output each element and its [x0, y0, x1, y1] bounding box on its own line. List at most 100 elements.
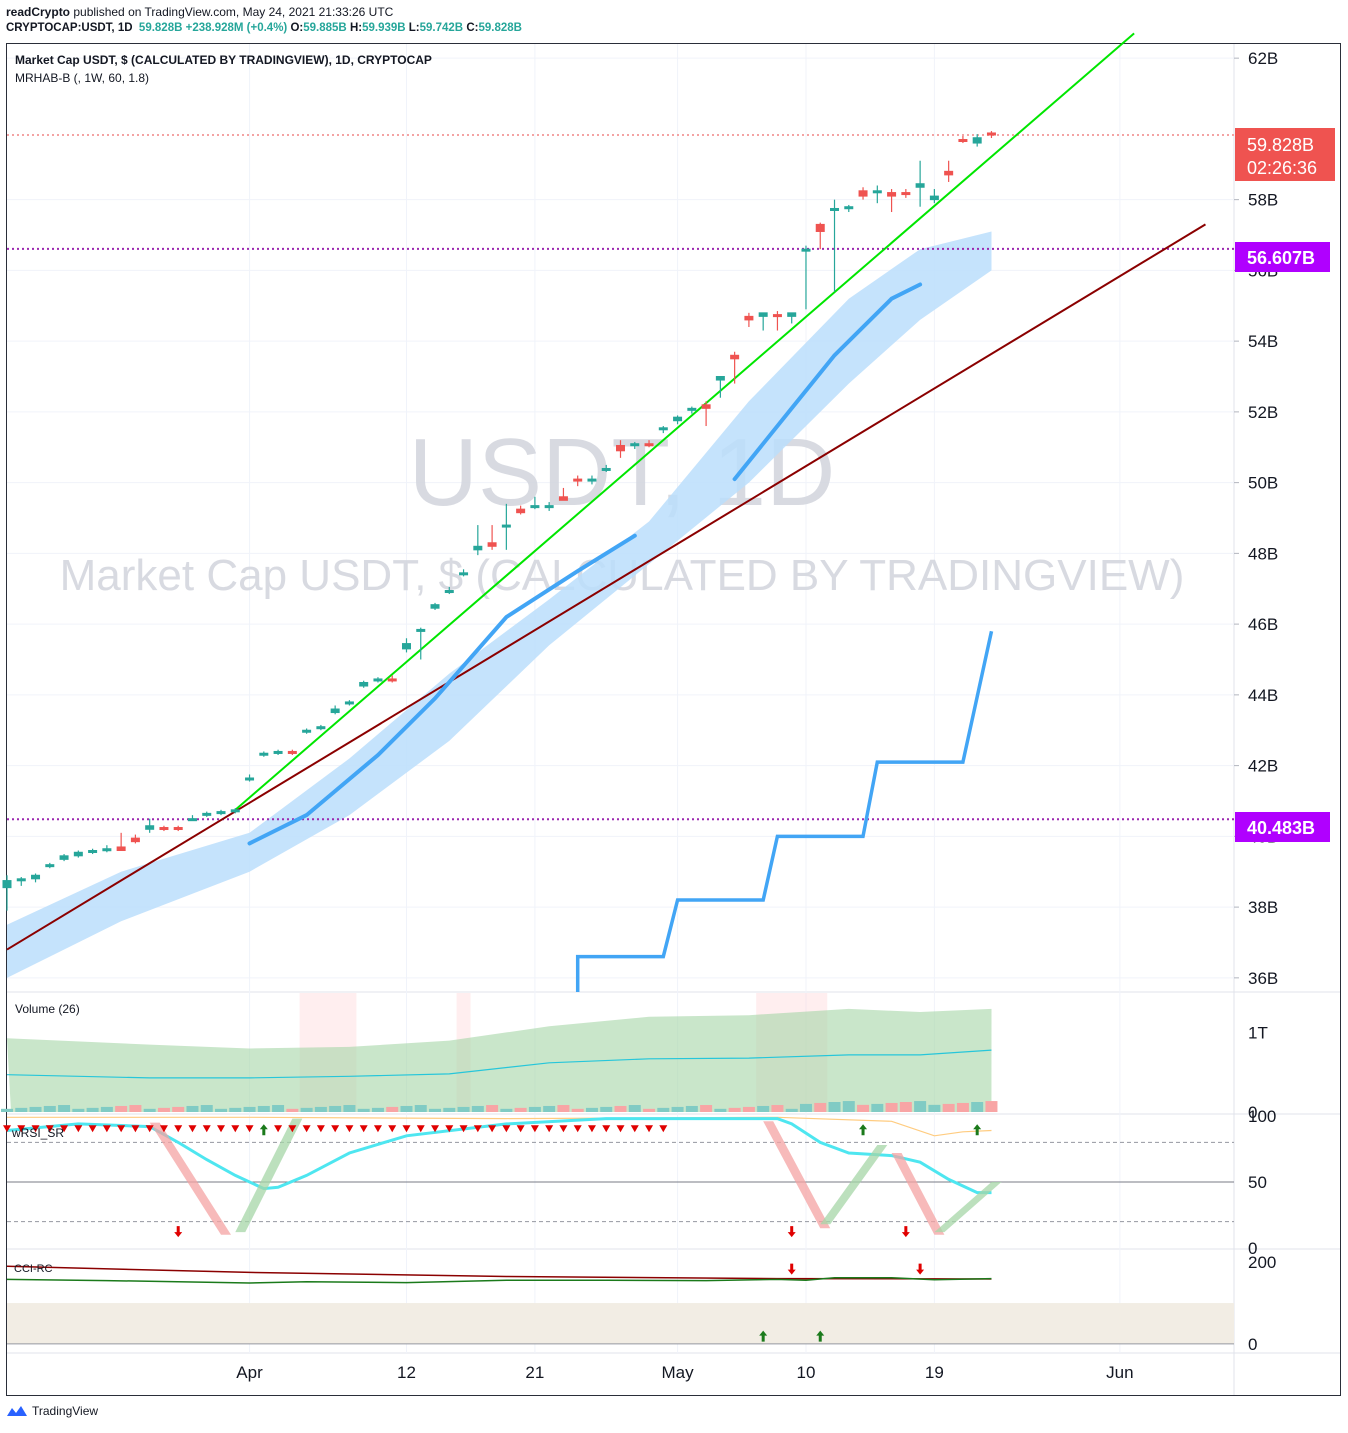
band-mid-line	[247, 533, 637, 846]
candle	[302, 728, 312, 734]
candle-body	[416, 628, 426, 632]
tradingview-logo-icon	[7, 1406, 27, 1416]
y-tick-label: 48B	[1248, 544, 1278, 563]
candle	[915, 160, 925, 207]
legend: Market Cap USDT, $ (CALCULATED BY TRADIN…	[11, 53, 432, 1275]
candle-body	[202, 812, 212, 816]
wrsi-pane	[3, 1116, 1234, 1238]
volume-bar	[985, 1101, 998, 1112]
volume-bar	[543, 1105, 556, 1112]
x-tick-label: 19	[925, 1363, 944, 1382]
lower-line-label: 40.483B	[1247, 818, 1315, 838]
chart-frame[interactable]	[6, 43, 1341, 1396]
volume-bar	[72, 1108, 85, 1112]
rsi-top-triangle	[587, 1125, 596, 1133]
publish-header: readCrypto published on TradingView.com,…	[6, 5, 393, 19]
rsi-swing-band	[820, 1145, 888, 1225]
volume-bar	[143, 1108, 156, 1112]
rsi-top-triangle	[202, 1125, 211, 1133]
volume-bar	[614, 1105, 627, 1112]
trend-line	[6, 223, 1206, 951]
upper-line-label: 56.607B	[1247, 248, 1315, 268]
volume-title[interactable]: Volume (26)	[15, 1002, 80, 1016]
candle	[616, 440, 625, 458]
candle	[373, 677, 383, 683]
volume-bar	[1, 1108, 13, 1112]
volume-bar	[200, 1105, 213, 1112]
x-tick-label: 21	[525, 1363, 544, 1382]
candle-body	[858, 190, 868, 197]
candle	[558, 487, 568, 501]
volume-bar	[942, 1103, 955, 1112]
x-tick-label: 10	[797, 1363, 816, 1382]
candle-body	[344, 701, 354, 705]
rsi-top-triangle	[60, 1125, 69, 1133]
rsi-top-triangle	[359, 1125, 368, 1133]
price-pane	[2, 32, 1234, 992]
volume-bar	[671, 1106, 684, 1112]
wrsi-title[interactable]: wRSI_SR	[11, 1126, 64, 1140]
candle-body	[302, 729, 312, 733]
candle-body	[102, 848, 112, 852]
cci-title[interactable]: CCI-RC	[14, 1263, 53, 1275]
candle	[516, 505, 526, 515]
indicator-title[interactable]: MRHAB-B (, 1W, 60, 1.8)	[15, 71, 149, 85]
volume-bar	[600, 1106, 613, 1112]
rsi-swing-band	[891, 1152, 945, 1235]
volume-bar	[885, 1102, 898, 1112]
y-tick-label: 58B	[1248, 191, 1278, 210]
volume-bar	[100, 1106, 113, 1112]
candle	[216, 809, 226, 816]
candle	[858, 187, 868, 200]
volume-bar	[643, 1108, 656, 1112]
rsi-top-triangle	[45, 1125, 54, 1133]
candle-body	[459, 572, 469, 576]
rsi-top-triangle	[459, 1125, 468, 1133]
rsi-swing-band	[934, 1182, 1002, 1233]
rsi-top-triangle	[602, 1125, 611, 1133]
volume-bar	[15, 1107, 28, 1112]
candle	[430, 602, 440, 610]
upper-line-label-bg	[1235, 242, 1330, 272]
rsi-top-triangle	[445, 1125, 454, 1133]
candle	[401, 638, 411, 653]
candle-body	[501, 524, 511, 528]
grid	[7, 44, 1340, 1395]
candle-body	[31, 874, 41, 880]
volume-bar	[29, 1106, 42, 1112]
candle-body	[259, 752, 269, 756]
rsi-top-triangle	[516, 1125, 525, 1133]
candle	[459, 569, 469, 577]
y-tick-label: 38B	[1248, 898, 1278, 917]
volume-bar	[86, 1107, 99, 1112]
y-tick-label: 52B	[1248, 403, 1278, 422]
candle	[273, 749, 283, 755]
axes: Apr1221May1019Jun36B38B40B42B44B46B48B50…	[236, 49, 1278, 1382]
volume-bar	[914, 1101, 927, 1112]
rsi-top-triangle	[659, 1125, 668, 1133]
candle-body	[544, 505, 554, 509]
volume-bar	[714, 1108, 727, 1112]
publisher-name[interactable]: readCrypto	[6, 5, 71, 19]
last-price-label-bg	[1235, 128, 1335, 181]
series-title[interactable]: Market Cap USDT, $ (CALCULATED BY TRADIN…	[15, 53, 432, 67]
rsi-top-triangle	[488, 1125, 497, 1133]
candle	[744, 312, 754, 327]
candle-body	[444, 590, 454, 594]
candle	[701, 401, 711, 427]
candle	[530, 496, 540, 510]
volume-bar	[814, 1102, 827, 1112]
rsi-sell-arrow	[174, 1226, 183, 1238]
y-tick-label: 54B	[1248, 332, 1278, 351]
candle-body	[401, 643, 411, 650]
candle	[287, 749, 297, 755]
candle	[815, 222, 825, 250]
footer-brand[interactable]: TradingView	[32, 1404, 99, 1418]
volume-bar	[585, 1107, 598, 1112]
lower-line-label-bg	[1235, 812, 1330, 842]
candle	[630, 441, 640, 450]
cci-buy-arrow	[816, 1330, 825, 1342]
candle-body	[658, 427, 668, 431]
candle-body	[929, 195, 939, 201]
